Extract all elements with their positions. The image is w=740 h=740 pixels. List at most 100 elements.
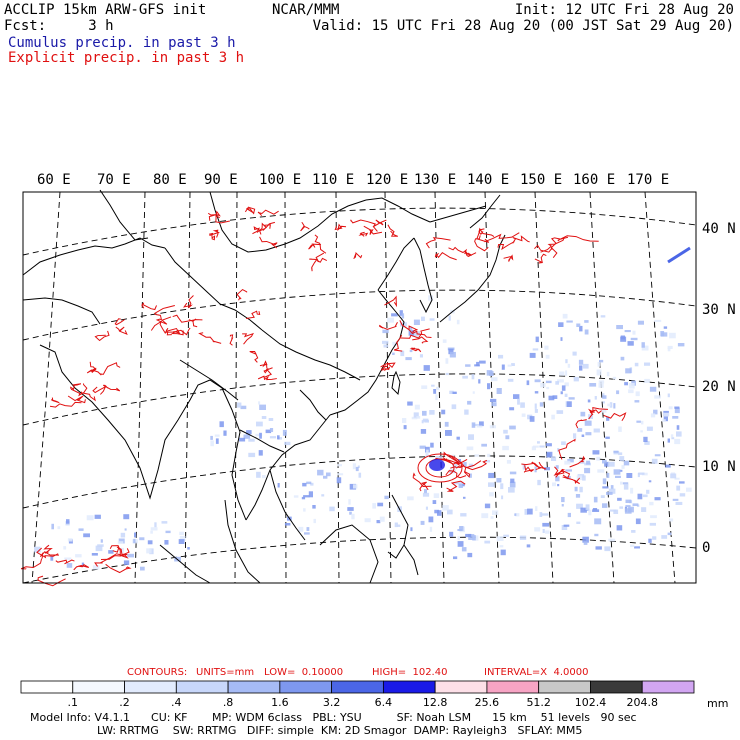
cumulus-cell	[100, 539, 103, 543]
cumulus-cell	[576, 323, 581, 327]
colorbar-tick-label: .8	[222, 696, 234, 709]
cumulus-cell	[514, 513, 517, 516]
cumulus-cell	[628, 383, 635, 389]
colorbar-tick-label: 3.2	[322, 696, 341, 709]
cumulus-cell	[304, 532, 310, 535]
cumulus-cell	[557, 448, 560, 452]
explicit-contour	[300, 222, 310, 232]
cumulus-cell	[409, 349, 413, 353]
cumulus-cell	[628, 506, 634, 513]
cumulus-cell	[256, 421, 263, 427]
cumulus-cell	[243, 434, 251, 439]
cumulus-cell	[140, 566, 145, 571]
colorbar-swatch	[331, 680, 384, 694]
cumulus-cell	[671, 437, 675, 440]
cumulus-cell	[674, 407, 680, 414]
cumulus-cell	[564, 393, 568, 397]
cumulus-cell	[582, 363, 589, 369]
cumulus-cell	[161, 521, 168, 524]
colorbar-tick-label: 25.6	[474, 696, 500, 709]
cumulus-cell	[469, 473, 472, 478]
cumulus-cell	[545, 354, 550, 359]
cumulus-cell	[584, 320, 589, 323]
explicit-contour	[256, 222, 271, 233]
cumulus-cell	[402, 418, 407, 423]
cumulus-cell	[534, 379, 541, 383]
cumulus-cell	[488, 472, 495, 479]
explicit-contour	[105, 563, 132, 574]
cumulus-cell	[579, 486, 583, 493]
cumulus-cell	[524, 509, 528, 515]
cumulus-cell	[426, 449, 429, 456]
cumulus-cell	[667, 532, 672, 536]
coastline	[439, 234, 506, 323]
longitude-line	[484, 191, 500, 584]
cumulus-cell	[357, 465, 360, 468]
typhoon-contour	[425, 458, 455, 478]
cumulus-cell	[564, 382, 569, 387]
cumulus-cell	[641, 342, 645, 348]
cumulus-cell	[563, 524, 570, 527]
coastline	[224, 499, 261, 584]
explicit-contour	[242, 332, 254, 345]
cumulus-cell	[460, 513, 467, 517]
cumulus-cell	[248, 438, 255, 442]
cumulus-cell	[303, 495, 310, 498]
cumulus-cell	[433, 389, 437, 394]
cumulus-cell	[597, 469, 605, 473]
lon-label: 100 E	[259, 172, 302, 188]
cumulus-cell	[602, 459, 607, 464]
cumulus-cell	[269, 428, 274, 432]
cumulus-cell	[464, 409, 469, 415]
cumulus-cell	[394, 522, 398, 528]
cumulus-cell	[610, 485, 614, 490]
cumulus-cell	[92, 565, 100, 570]
cumulus-cell	[625, 368, 632, 374]
cumulus-cell	[592, 450, 600, 455]
cumulus-cell	[239, 437, 246, 442]
cumulus-cell	[308, 491, 313, 498]
explicit-contour	[372, 219, 387, 232]
cumulus-cell	[585, 432, 592, 436]
cumulus-cell	[677, 343, 685, 347]
coastline	[39, 344, 223, 500]
cumulus-cell	[630, 544, 635, 547]
cumulus-cell	[425, 506, 428, 510]
cumulus-cell	[572, 351, 577, 356]
colorbar-swatch	[20, 680, 74, 694]
cumulus-cell	[347, 507, 354, 511]
cumulus-cell	[502, 445, 509, 451]
cumulus-cell	[535, 336, 539, 343]
cumulus-streak	[667, 246, 691, 264]
cumulus-cell	[392, 341, 398, 346]
cumulus-cell	[313, 518, 316, 524]
coastline	[365, 197, 431, 223]
coastline	[387, 494, 409, 559]
cumulus-cell	[672, 416, 679, 419]
cumulus-cell	[674, 406, 680, 409]
coastline	[391, 370, 401, 396]
cumulus-cell	[407, 496, 414, 501]
cumulus-cell	[348, 499, 351, 505]
cumulus-cell	[565, 469, 572, 472]
lon-label: 160 E	[573, 172, 616, 188]
cumulus-cell	[268, 418, 274, 421]
coastline	[269, 469, 306, 541]
cumulus-cell	[261, 416, 267, 419]
cumulus-cell	[661, 332, 668, 337]
explicit-contour	[198, 332, 222, 344]
explicit-contour	[50, 397, 60, 404]
cumulus-cell	[474, 454, 479, 457]
latitude-line	[22, 455, 697, 509]
cumulus-cell	[303, 508, 306, 512]
cumulus-cell	[534, 527, 541, 532]
cumulus-cell	[500, 483, 504, 490]
cumulus-cell	[81, 562, 85, 567]
cumulus-cell	[509, 471, 517, 475]
cumulus-cell	[420, 429, 427, 434]
cumulus-cell	[539, 512, 543, 517]
cumulus-cell	[383, 344, 389, 348]
model-info-line2: LW: RRTMG SW: RRTMG DIFF: simple KM: 2D …	[97, 724, 583, 737]
cumulus-cell	[419, 354, 423, 358]
cumulus-cell	[509, 407, 515, 411]
